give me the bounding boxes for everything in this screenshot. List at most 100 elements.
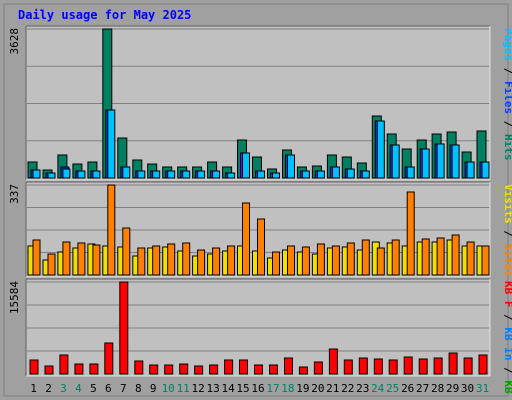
x-tick-label-day-26: 26 <box>401 382 414 395</box>
bar-visits-sites-day-14 <box>227 245 236 276</box>
bar-hits-pages-day-20 <box>316 170 325 179</box>
bar-kbytes-kb-f-day-11 <box>179 363 189 375</box>
bar-visits-sites-day-21 <box>331 245 340 276</box>
bar-hits-pages-day-15 <box>242 152 250 179</box>
x-tick-label-day-30: 30 <box>461 382 474 395</box>
bar-visits-sites-day-29 <box>451 234 460 276</box>
bar-hits-pages-day-24 <box>376 120 385 179</box>
bar-visits-sites-day-19 <box>301 246 310 276</box>
bar-hits-pages-day-9 <box>152 170 161 179</box>
bar-visits-sites-day-7 <box>122 227 131 276</box>
bar-hits-pages-day-26 <box>406 166 415 179</box>
bar-kbytes-kb-f-day-28 <box>433 357 443 375</box>
bar-hits-pages-day-5 <box>92 170 101 179</box>
bar-hits-pages-day-3 <box>62 168 71 179</box>
x-tick-label-day-28: 28 <box>431 382 444 395</box>
bar-kbytes-kb-f-day-17 <box>269 364 278 375</box>
bar-visits-sites-day-15 <box>242 202 250 276</box>
x-tick-label-day-5: 5 <box>90 382 97 395</box>
bar-hits-pages-day-4 <box>77 170 86 179</box>
bar-hits-pages-day-28 <box>436 143 445 179</box>
bar-hits-pages-day-13 <box>212 170 221 179</box>
bar-kbytes-kb-f-day-7 <box>119 281 129 375</box>
x-tick-label-day-17: 17 <box>266 382 279 395</box>
bar-visits-sites-day-8 <box>137 247 146 276</box>
bar-kbytes-kb-f-day-19 <box>298 366 308 375</box>
bar-visits-sites-day-13 <box>212 247 221 276</box>
bar-hits-pages-day-16 <box>257 170 265 179</box>
x-tick-label-day-9: 9 <box>150 382 157 395</box>
bar-visits-sites-day-22 <box>346 242 355 276</box>
bar-hits-pages-day-21 <box>331 166 340 179</box>
x-tick-label-day-21: 21 <box>326 382 339 395</box>
bar-visits-sites-day-31 <box>481 245 490 276</box>
bar-visits-sites-day-25 <box>391 239 400 276</box>
x-tick-label-day-4: 4 <box>75 382 82 395</box>
bar-visits-sites-day-26 <box>406 191 415 276</box>
legend-hits: Pages / Files / Hits <box>502 28 512 161</box>
x-tick-label-day-18: 18 <box>281 382 294 395</box>
x-tick-label-day-24: 24 <box>371 382 385 395</box>
bar-kbytes-kb-f-day-3 <box>59 354 69 375</box>
bar-visits-sites-day-3 <box>62 241 71 276</box>
bar-kbytes-kb-f-day-6 <box>104 342 114 375</box>
bar-visits-sites-day-10 <box>167 243 176 276</box>
x-tick-label-day-14: 14 <box>221 382 235 395</box>
bar-hits-pages-day-10 <box>167 170 176 179</box>
bar-kbytes-kb-f-day-14 <box>224 359 234 375</box>
bar-hits-pages-day-27 <box>421 148 430 179</box>
bar-visits-sites-day-28 <box>436 237 445 276</box>
bar-kbytes-kb-f-day-20 <box>313 361 323 375</box>
bar-kbytes-kb-f-day-16 <box>254 364 263 375</box>
bar-kbytes-kb-f-day-10 <box>164 364 174 375</box>
x-tick-label-day-29: 29 <box>446 382 459 395</box>
bar-kbytes-kb-f-day-23 <box>358 357 368 375</box>
x-tick-label-day-7: 7 <box>120 382 127 395</box>
bar-kbytes-kb-f-day-5 <box>89 363 99 375</box>
chart-title: Daily usage for May 2025 <box>18 8 191 22</box>
bar-visits-sites-day-20 <box>316 243 325 276</box>
bar-visits-sites-day-30 <box>466 241 475 276</box>
legend-part: KB Out <box>502 380 512 400</box>
y-max-label-hits: 3628 <box>8 28 21 55</box>
bar-kbytes-kb-f-day-13 <box>209 364 219 375</box>
bar-kbytes-kb-f-day-18 <box>284 357 293 375</box>
bar-kbytes-kb-f-day-22 <box>343 359 353 375</box>
bar-kbytes-kb-f-day-1 <box>29 359 39 375</box>
legend-part: Files <box>502 81 512 114</box>
bar-kbytes-kb-f-day-9 <box>149 364 159 375</box>
bar-kbytes-kb-f-day-21 <box>328 348 338 375</box>
bar-hits-pages-day-30 <box>466 161 475 179</box>
bar-kbytes-kb-f-day-4 <box>74 363 84 375</box>
bar-hits-pages-day-29 <box>451 144 460 179</box>
x-tick-label-day-13: 13 <box>206 382 219 395</box>
bar-visits-sites-day-11 <box>182 242 191 276</box>
bar-visits-sites-day-9 <box>152 245 161 276</box>
bar-visits-sites-day-2 <box>47 253 56 276</box>
legend-part: KB F <box>502 281 512 308</box>
legend-part: / <box>502 114 512 134</box>
x-tick-label-day-3: 3 <box>60 382 67 395</box>
y-max-label-kbytes: 15584 <box>8 281 21 314</box>
x-tick-label-day-16: 16 <box>251 382 264 395</box>
legend-visits: Visits / Sites <box>502 184 512 277</box>
x-tick-label-day-25: 25 <box>386 382 399 395</box>
bar-hits-pages-day-14 <box>227 172 236 179</box>
bar-visits-sites-day-6 <box>107 184 116 276</box>
x-tick-label-day-8: 8 <box>135 382 142 395</box>
panel-hits: 3628 Pages / Files / Hits <box>8 25 512 181</box>
bar-hits-pages-day-8 <box>137 170 146 179</box>
legend-kbytes: KB F / KB In / KB Out <box>502 281 512 400</box>
bar-kbytes-kb-f-day-27 <box>418 358 428 375</box>
legend-part: Pages <box>502 28 512 61</box>
x-tick-label-day-12: 12 <box>191 382 204 395</box>
bar-kbytes-kb-f-day-2 <box>44 365 54 375</box>
bar-visits-sites-day-4 <box>77 242 86 276</box>
x-tick-label-day-19: 19 <box>296 382 309 395</box>
bar-kbytes-kb-f-day-25 <box>388 359 398 375</box>
legend-part: Hits <box>502 134 512 161</box>
x-tick-label-day-31: 31 <box>476 382 489 395</box>
bar-hits-pages-day-23 <box>361 170 370 179</box>
bar-visits-sites-day-18 <box>287 245 295 276</box>
